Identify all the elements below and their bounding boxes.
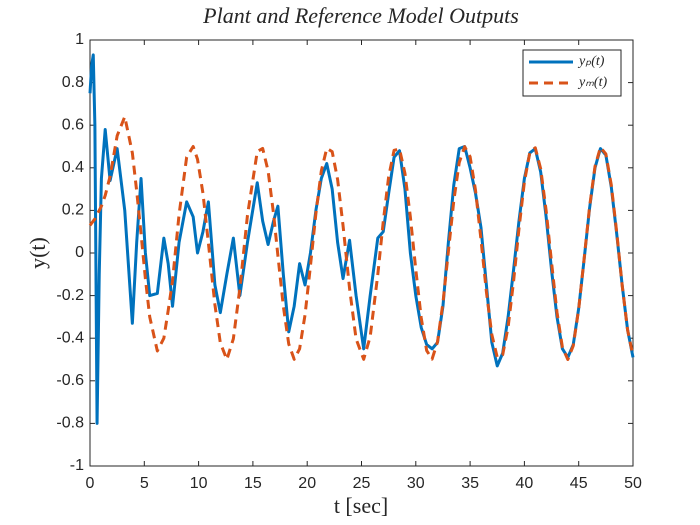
x-tick-label: 25 [353,475,371,492]
x-tick-label: 15 [244,475,262,492]
chart-title: Plant and Reference Model Outputs [202,3,519,28]
legend-box [522,49,622,97]
y-tick-label: 0.6 [62,116,84,133]
plot-frame [89,39,634,467]
y-tick-label: 0.8 [62,74,84,91]
y-tick-label: 1 [75,31,84,48]
legend-label: yₘ(t) [577,75,607,90]
y-axis-label: y(t) [25,237,50,269]
data-line [88,53,635,425]
x-tick-label: 5 [140,475,149,492]
x-tick-label: 10 [190,475,208,492]
y-tick-label: -0.2 [56,287,84,304]
data-line [88,115,635,361]
x-axis-label: t [sec] [334,493,388,518]
legend-label: yₚ(t) [577,54,605,69]
y-tick-label: 0.4 [62,159,84,176]
x-tick-label: 0 [86,475,95,492]
y-tick-label: -1 [70,457,84,474]
y-tick-label: -0.6 [56,372,84,389]
x-tick-label: 20 [298,475,316,492]
y-tick-label: -0.8 [56,415,84,432]
x-tick-label: 40 [516,475,534,492]
y-tick-label: -0.4 [56,329,84,346]
y-tick-label: 0 [75,244,84,261]
y-tick-label: 0.2 [62,202,84,219]
x-tick-label: 35 [461,475,479,492]
x-tick-label: 45 [570,475,588,492]
x-tick-label: 50 [624,475,642,492]
x-tick-label: 30 [407,475,425,492]
